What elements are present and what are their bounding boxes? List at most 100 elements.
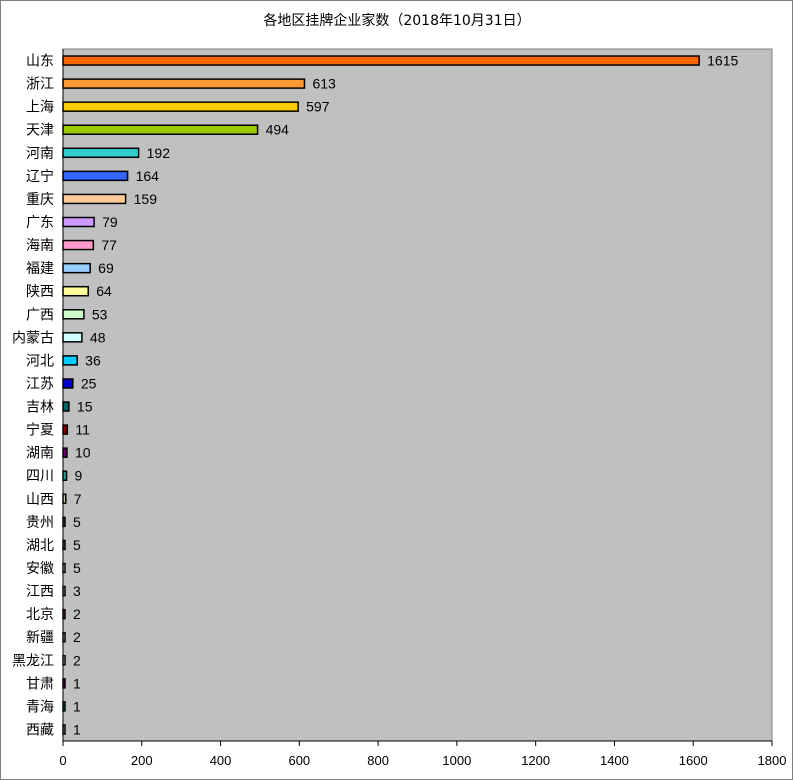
bar	[62, 608, 66, 620]
value-label: 7	[74, 491, 82, 507]
x-axis-ticks: 0 200 400 600 800 1000 1200 1400 1600 1800	[59, 741, 786, 768]
bar	[62, 585, 66, 597]
value-label: 1	[73, 721, 81, 737]
category-label: 陕西	[26, 284, 54, 300]
value-label: 36	[85, 352, 101, 368]
category-label: 河北	[26, 353, 54, 369]
value-label: 5	[73, 514, 81, 530]
bar	[62, 332, 83, 343]
value-label: 494	[266, 122, 290, 138]
bar	[62, 401, 70, 412]
value-label: 77	[101, 237, 117, 253]
category-label: 上海	[26, 100, 54, 116]
bar	[62, 378, 74, 389]
x-tick-label: 1800	[758, 753, 787, 768]
bar	[62, 493, 67, 505]
category-label: 北京	[26, 607, 54, 623]
category-label: 安徽	[26, 561, 54, 577]
bar	[62, 655, 66, 666]
bar	[62, 447, 68, 458]
bars-layer	[62, 55, 700, 735]
bar	[62, 262, 91, 274]
value-label: 2	[73, 629, 81, 645]
bar	[62, 355, 78, 366]
bar	[62, 101, 299, 112]
bar	[62, 631, 66, 643]
value-label: 64	[96, 283, 112, 299]
value-label: 1	[73, 675, 81, 691]
category-label: 山东	[26, 54, 54, 70]
category-label: 江西	[26, 584, 54, 600]
bar	[62, 55, 700, 66]
category-label: 新疆	[26, 630, 54, 646]
value-label: 164	[136, 168, 160, 184]
bar	[62, 124, 259, 135]
value-label: 48	[90, 329, 106, 345]
value-label: 53	[92, 306, 108, 322]
category-label: 山西	[26, 492, 54, 508]
x-tick-label: 1400	[600, 753, 629, 768]
value-label: 15	[77, 399, 93, 415]
category-label: 广西	[26, 307, 54, 323]
bar	[62, 216, 95, 228]
bar	[62, 516, 66, 528]
value-label: 159	[134, 191, 158, 207]
x-tick-label: 200	[131, 753, 153, 768]
bar	[62, 678, 66, 689]
category-labels: 山东浙江上海天津河南辽宁重庆广东海南福建陕西广西内蒙古河北江苏吉林宁夏湖南四川山…	[12, 54, 54, 739]
bar	[62, 539, 66, 551]
value-label: 79	[102, 214, 118, 230]
category-label: 江苏	[26, 376, 54, 392]
value-label: 2	[73, 652, 81, 668]
value-label: 3	[73, 583, 81, 599]
value-label: 10	[75, 445, 91, 461]
x-tick-label: 1200	[521, 753, 550, 768]
bar	[62, 309, 85, 320]
value-labels: 1615613597494192164159797769645348362515…	[73, 53, 738, 738]
category-label: 青海	[26, 699, 54, 715]
value-label: 5	[73, 560, 81, 576]
category-label: 福建	[26, 261, 54, 277]
value-label: 11	[75, 422, 90, 438]
bar	[62, 147, 140, 159]
bar	[62, 470, 68, 481]
value-label: 1	[73, 698, 81, 714]
bar	[62, 193, 127, 205]
value-label: 192	[147, 145, 171, 161]
bar	[62, 562, 66, 574]
x-tick-label: 800	[367, 753, 389, 768]
category-label: 海南	[26, 238, 54, 254]
category-label: 湖南	[26, 446, 54, 462]
bar	[62, 701, 66, 712]
bar	[62, 724, 66, 735]
bar	[62, 239, 95, 251]
plot-area	[62, 48, 773, 742]
x-tick-label: 0	[59, 753, 66, 768]
value-label: 597	[306, 99, 330, 115]
category-label: 辽宁	[26, 168, 54, 185]
category-label: 广东	[26, 215, 54, 231]
x-tick-label: 400	[210, 753, 232, 768]
value-label: 25	[81, 375, 97, 391]
category-label: 甘肃	[26, 676, 54, 692]
value-label: 9	[75, 468, 83, 484]
value-label: 613	[312, 76, 336, 92]
category-label: 西藏	[26, 722, 54, 738]
x-tick-label: 600	[288, 753, 310, 768]
value-label: 2	[73, 606, 81, 622]
bar	[62, 170, 129, 182]
x-tick-label: 1000	[442, 753, 471, 768]
bar	[62, 285, 89, 297]
value-label: 1615	[707, 53, 738, 69]
x-tick-label: 1600	[679, 753, 708, 768]
category-label: 四川	[26, 469, 54, 485]
value-label: 5	[73, 537, 81, 553]
bar	[62, 424, 69, 435]
category-label: 重庆	[26, 192, 54, 208]
category-label: 河南	[26, 146, 54, 162]
category-label: 湖北	[26, 538, 54, 554]
category-label: 吉林	[26, 400, 54, 416]
category-label: 贵州	[26, 515, 54, 531]
